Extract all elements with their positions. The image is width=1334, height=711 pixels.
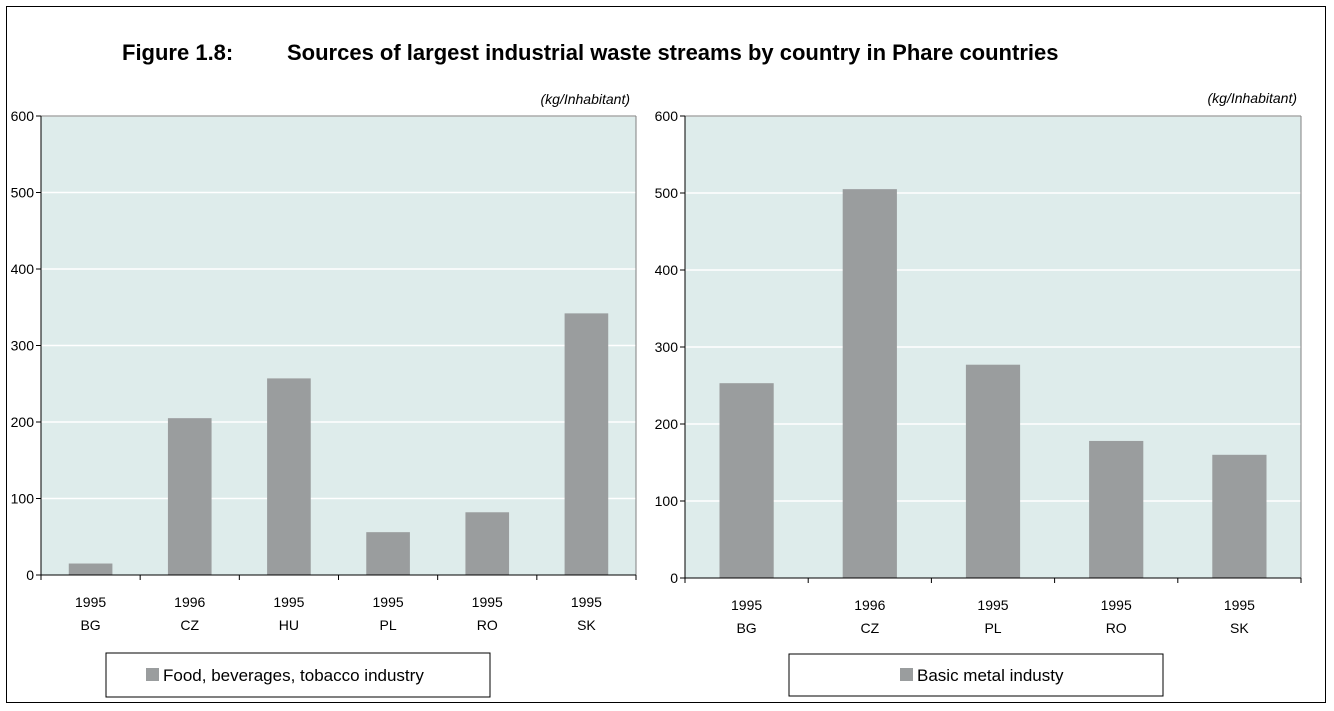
x-year-label: 1996 xyxy=(174,594,205,610)
x-year-label: 1995 xyxy=(977,597,1008,613)
legend-box xyxy=(788,653,1164,697)
x-year-label: 1995 xyxy=(75,594,106,610)
y-tick-label: 500 xyxy=(655,185,679,201)
y-tick-label: 600 xyxy=(11,108,35,124)
x-category-label: PL xyxy=(380,617,397,633)
x-category-label: BG xyxy=(736,620,756,636)
figure-number: Figure 1.8: xyxy=(122,40,234,65)
bar-sk xyxy=(564,313,609,575)
bar-bg xyxy=(719,383,774,578)
legend-swatch xyxy=(146,668,159,681)
x-year-label: 1995 xyxy=(571,594,602,610)
y-tick-label: 200 xyxy=(655,416,679,432)
x-year-label: 1995 xyxy=(1224,597,1255,613)
y-tick-label: 400 xyxy=(11,261,35,277)
bar-sk xyxy=(1212,454,1267,578)
y-tick-label: 600 xyxy=(655,108,679,124)
legend-label: Food, beverages, tobacco industry xyxy=(163,666,424,685)
y-tick-label: 200 xyxy=(11,414,35,430)
bar-hu xyxy=(267,378,311,575)
legend: Food, beverages, tobacco industry xyxy=(105,652,491,698)
x-category-label: RO xyxy=(477,617,498,633)
y-tick-label: 0 xyxy=(26,567,34,583)
x-year-label: 1996 xyxy=(854,597,885,613)
bar-pl xyxy=(366,532,410,575)
x-category-label: HU xyxy=(279,617,299,633)
chart-1: 0 100 200 300 400 500 600 1995 BG 1996 CZ 1995 HU 199… xyxy=(11,91,637,698)
legend-swatch xyxy=(900,668,913,681)
x-year-label: 1995 xyxy=(472,594,503,610)
x-category-label: CZ xyxy=(180,617,199,633)
legend: Basic metal industy xyxy=(788,653,1164,697)
x-category-label: SK xyxy=(1230,620,1249,636)
legend-label: Basic metal industy xyxy=(917,666,1064,685)
x-category-label: SK xyxy=(577,617,596,633)
bar-ro xyxy=(1089,440,1144,578)
x-year-label: 1995 xyxy=(373,594,404,610)
chart-2: 0 100 200 300 400 500 600 1995 BG 1996 CZ 1995 PL 199… xyxy=(655,90,1302,697)
y-tick-label: 300 xyxy=(655,339,679,355)
y-tick-label: 0 xyxy=(670,570,678,586)
y-tick-label: 300 xyxy=(11,338,35,354)
bar-cz xyxy=(167,418,212,575)
bar-bg xyxy=(68,563,113,575)
bar-cz xyxy=(842,189,897,578)
x-category-label: CZ xyxy=(860,620,879,636)
legend-box xyxy=(105,652,491,698)
x-year-label: 1995 xyxy=(273,594,304,610)
y-tick-label: 400 xyxy=(655,262,679,278)
y-tick-label: 100 xyxy=(11,491,35,507)
figure-title: Sources of largest industrial waste stre… xyxy=(287,40,1059,65)
x-year-label: 1995 xyxy=(731,597,762,613)
y-tick-label: 100 xyxy=(655,493,679,509)
figure-title-row: Figure 1.8: Sources of largest industria… xyxy=(0,40,1334,74)
bar-ro xyxy=(465,512,510,575)
y-tick-label: 500 xyxy=(11,185,35,201)
x-category-label: BG xyxy=(80,617,100,633)
x-category-label: RO xyxy=(1106,620,1127,636)
bar-pl xyxy=(965,364,1021,578)
unit-label: (kg/Inhabitant) xyxy=(1208,90,1298,106)
x-year-label: 1995 xyxy=(1101,597,1132,613)
unit-label: (kg/Inhabitant) xyxy=(541,91,631,107)
x-category-label: PL xyxy=(984,620,1001,636)
